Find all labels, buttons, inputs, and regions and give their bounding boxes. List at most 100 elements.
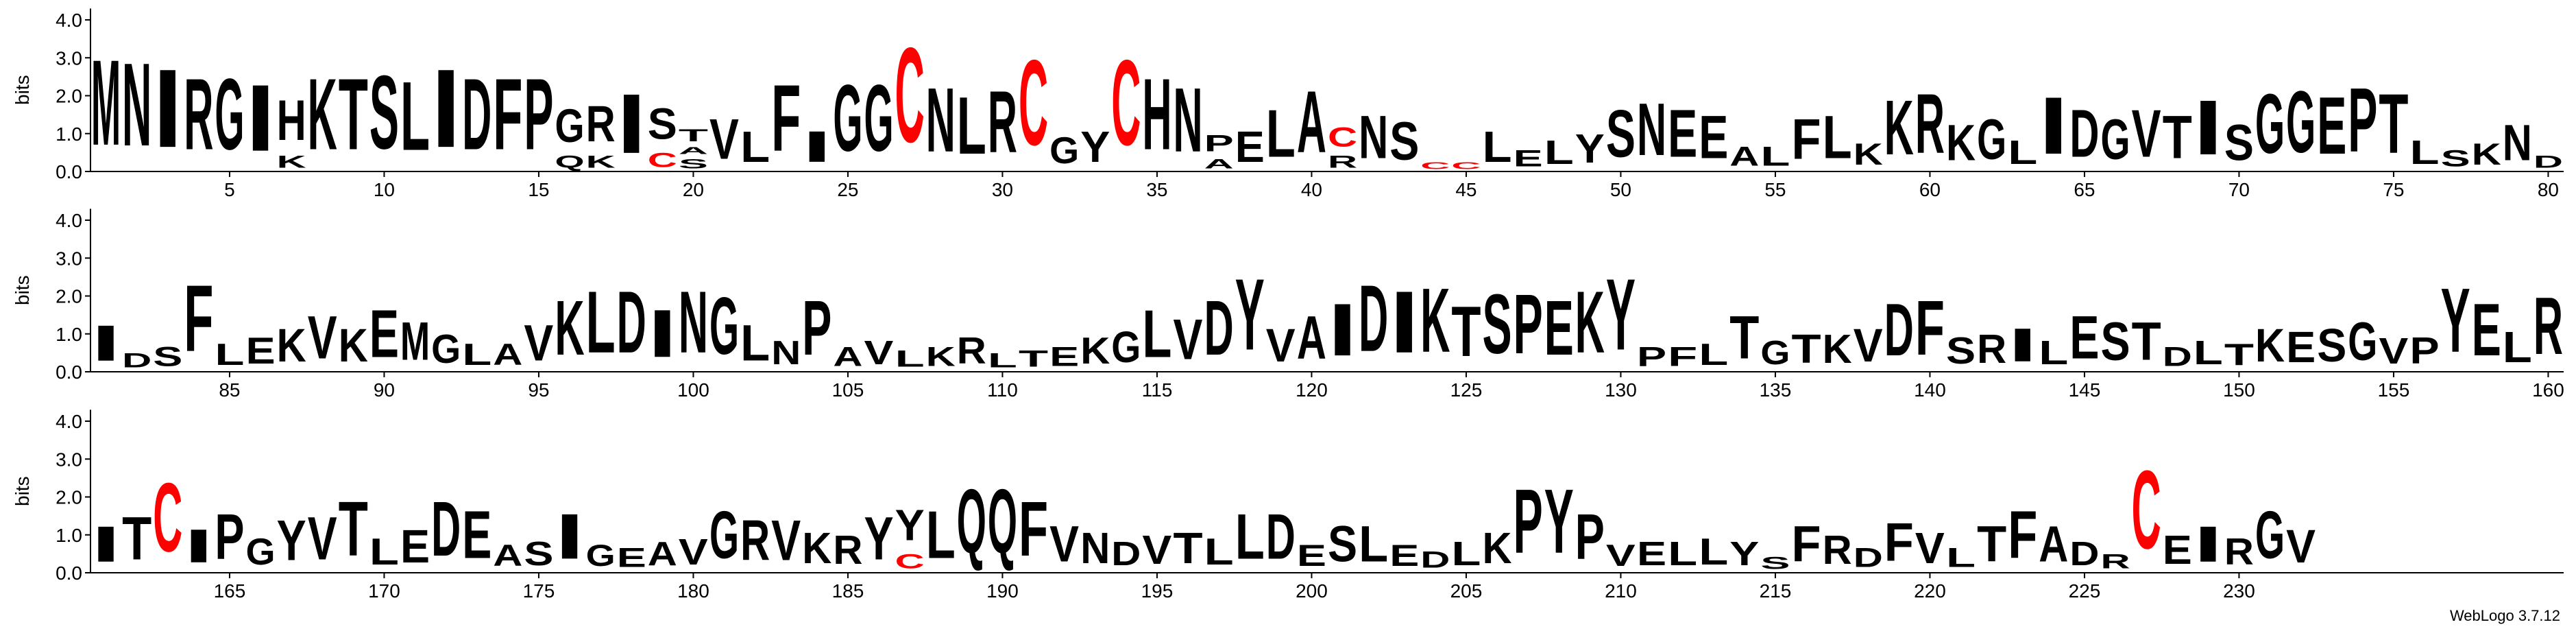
letter: F [184,266,213,372]
letter: E [2069,305,2099,372]
letter: K [926,341,956,371]
letter: K [555,285,585,372]
letter: S [1328,516,1357,573]
letter: P [1204,130,1234,156]
x-tick-label: 55 [1764,179,1786,200]
letter: D [431,486,461,573]
letter: V [308,304,337,371]
letter: L [2410,134,2440,171]
y-tick-label: 0.0 [56,361,82,383]
letter: L [586,272,616,371]
x-tick-label: 125 [1450,379,1483,401]
letter: V [864,334,894,372]
letter: L [895,345,925,372]
letter: E [2286,322,2316,372]
letter: K [1823,326,1852,372]
letter: E [1049,342,1079,372]
letter: Y [864,506,894,573]
y-tick-label: 2.0 [56,286,82,307]
x-tick-label: 70 [2228,179,2250,200]
letter: C [153,464,182,573]
y-tick-label: 2.0 [56,487,82,508]
letter: V [679,531,708,573]
letter: Q [988,471,1017,573]
letter: L [1823,103,1852,171]
letter: K [586,152,616,171]
letter: Y [895,501,925,550]
y-axis-label: bits [12,75,33,105]
x-tick-label: 135 [1760,379,1792,401]
letter: E [1637,535,1666,573]
x-tick-label: 185 [832,580,864,602]
letter: A [1729,141,1759,171]
letter: Y [1544,471,1574,573]
y-tick-label: 1.0 [56,525,82,546]
letter: T [2132,311,2161,372]
credit: WebLogo 3.7.12 [2450,607,2560,624]
letter: A [493,338,522,372]
letter: R [833,527,862,573]
x-tick-label: 165 [214,580,246,602]
letter: T [1792,326,1821,371]
letter: E [1544,284,1574,372]
letter: F [1792,108,1821,171]
letter: I [153,46,182,171]
letter: C [895,19,925,171]
letter: C [1019,35,1048,171]
letter: S [2101,312,2130,372]
letter: G [1111,322,1141,372]
x-tick-label: 145 [2069,379,2101,401]
x-tick-label: 30 [992,179,1013,200]
letter: P [215,501,244,573]
letter: L [1544,134,1574,171]
letter: E [1297,538,1326,573]
letter: L [988,349,1017,372]
x-tick-label: 210 [1605,580,1637,602]
letter: D [1420,547,1450,573]
letter: I [91,516,121,573]
letter: E [400,520,430,573]
letter: P [1637,342,1666,372]
letter: R [988,73,1017,171]
letter: K [2472,138,2501,172]
letter: L [1699,338,1728,372]
letter: D [462,58,491,171]
letter: G [2348,311,2377,372]
letter: R [586,96,616,153]
letter: A [493,539,522,573]
letter: K [1080,331,1110,372]
letter: T [1977,517,2006,573]
x-tick-label: 175 [523,580,555,602]
x-tick-label: 200 [1296,580,1328,602]
letter: Y [1575,126,1605,171]
x-tick-label: 40 [1301,179,1322,200]
letter: V [1606,538,1636,573]
y-tick-label: 3.0 [56,248,82,269]
letter: K [277,152,306,171]
letter: K [802,524,831,573]
letter: G [833,66,862,171]
letter: R [1823,527,1852,573]
letter: P [1514,471,1543,573]
y-tick-label: 2.0 [56,86,82,107]
x-tick-label: 35 [1146,179,1167,200]
letter: L [740,316,770,372]
letter: G [2255,77,2285,171]
letter: L [2194,334,2223,372]
letter: G [1760,335,1790,372]
letter: K [339,319,368,372]
letter: L [1760,141,1790,171]
letter: E [2317,81,2346,171]
x-tick-label: 95 [528,379,549,401]
letter: R [2224,532,2254,573]
letter: Y [1235,259,1265,372]
letter: K [1884,85,1914,171]
letter: S [1760,554,1790,573]
letter: G [555,99,585,152]
letter: C [648,148,677,171]
x-tick-label: 110 [987,379,1018,401]
x-tick-label: 150 [2223,379,2255,401]
y-axis-label: bits [12,275,33,305]
letter: I [617,76,646,171]
letter: F [1884,512,1914,573]
